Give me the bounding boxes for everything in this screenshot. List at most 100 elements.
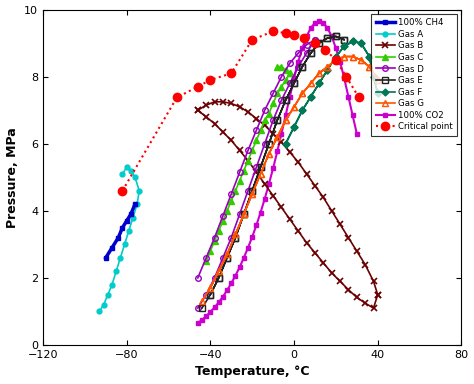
- Gas E: [241, 212, 246, 217]
- Gas B: [245, 158, 251, 163]
- Gas G: [316, 71, 322, 76]
- Gas D: [212, 276, 218, 280]
- Gas G: [300, 91, 305, 96]
- Gas F: [325, 68, 330, 72]
- Gas C: [287, 71, 292, 76]
- 100% CO2: [346, 94, 351, 99]
- Gas D: [270, 118, 276, 122]
- 100% CO2: [283, 113, 289, 118]
- Line: Gas B: Gas B: [195, 99, 381, 311]
- Gas D: [203, 255, 209, 260]
- Gas G: [333, 58, 339, 62]
- Gas E: [216, 276, 221, 280]
- 100% CO2: [308, 26, 314, 30]
- 100% CO2: [316, 19, 322, 23]
- Gas D: [237, 212, 243, 217]
- Critical point: [291, 32, 297, 37]
- Line: Gas A: Gas A: [97, 165, 142, 314]
- Gas B: [362, 262, 368, 267]
- Gas E: [316, 41, 322, 45]
- Gas C: [262, 118, 268, 122]
- Gas G: [300, 91, 305, 96]
- 100% CO2: [274, 149, 280, 154]
- Gas E: [224, 255, 230, 260]
- Gas E: [333, 34, 339, 39]
- 100% CO2: [325, 26, 330, 30]
- Gas G: [316, 71, 322, 76]
- Gas A: [109, 282, 115, 287]
- Gas D: [287, 61, 292, 66]
- Gas E: [308, 51, 314, 55]
- Gas F: [341, 44, 347, 49]
- Gas B: [329, 271, 335, 275]
- Gas C: [212, 239, 218, 243]
- Gas A: [118, 255, 123, 260]
- Gas F: [316, 81, 322, 86]
- Critical point: [301, 36, 307, 40]
- Gas G: [375, 78, 381, 82]
- Gas E: [283, 98, 289, 103]
- Gas F: [333, 54, 339, 59]
- Gas E: [258, 165, 264, 169]
- Gas E: [300, 64, 305, 69]
- Gas F: [366, 54, 372, 59]
- 100% CO2: [320, 21, 326, 25]
- Gas A: [132, 175, 138, 180]
- Gas E: [274, 118, 280, 122]
- Gas F: [308, 94, 314, 99]
- Line: 100% CH4: 100% CH4: [103, 202, 137, 260]
- Gas C: [266, 111, 272, 116]
- Line: 100% CO2: 100% CO2: [196, 19, 359, 325]
- Gas A: [126, 228, 132, 233]
- Gas B: [375, 292, 381, 297]
- Gas G: [224, 252, 230, 257]
- Gas A: [134, 202, 140, 207]
- Line: Critical point: Critical point: [118, 27, 363, 195]
- 100% CO2: [341, 76, 347, 81]
- Critical point: [283, 31, 289, 35]
- Gas G: [308, 81, 314, 86]
- Gas G: [283, 118, 289, 122]
- Critical point: [344, 74, 349, 79]
- Gas B: [270, 131, 276, 136]
- Gas B: [212, 99, 218, 104]
- Gas G: [341, 54, 347, 59]
- Gas B: [195, 108, 201, 113]
- Gas F: [283, 141, 289, 146]
- Gas A: [128, 168, 134, 173]
- Gas C: [258, 128, 264, 132]
- Gas B: [304, 240, 310, 245]
- 100% CO2: [233, 273, 238, 278]
- Legend: 100% CH4, Gas A, Gas B, Gas C, Gas D, Gas E, Gas F, Gas G, 100% CO2, Critical po: 100% CH4, Gas A, Gas B, Gas C, Gas D, Ga…: [371, 14, 457, 136]
- Gas B: [312, 184, 318, 188]
- 100% CO2: [262, 197, 268, 201]
- Gas D: [262, 141, 268, 146]
- Gas B: [195, 108, 201, 113]
- Gas D: [245, 148, 251, 153]
- Gas G: [199, 299, 205, 304]
- Gas G: [283, 118, 289, 122]
- 100% CO2: [195, 321, 201, 326]
- 100% CH4: [124, 218, 129, 223]
- Gas B: [346, 287, 351, 292]
- Critical point: [356, 95, 362, 100]
- Gas G: [241, 212, 246, 217]
- 100% CO2: [258, 210, 264, 215]
- Gas G: [291, 104, 297, 109]
- Gas G: [350, 54, 356, 59]
- Gas D: [295, 64, 301, 69]
- Gas D: [245, 189, 251, 193]
- Gas E: [249, 189, 255, 193]
- Gas B: [237, 148, 243, 153]
- Gas D: [279, 74, 284, 79]
- Gas B: [329, 209, 335, 213]
- Gas C: [274, 91, 280, 96]
- 100% CO2: [329, 34, 335, 39]
- Gas D: [237, 170, 243, 175]
- Gas C: [279, 64, 284, 69]
- Gas B: [262, 123, 268, 127]
- Gas B: [362, 301, 368, 305]
- 100% CO2: [287, 94, 292, 99]
- Gas G: [291, 104, 297, 109]
- Gas F: [308, 94, 314, 99]
